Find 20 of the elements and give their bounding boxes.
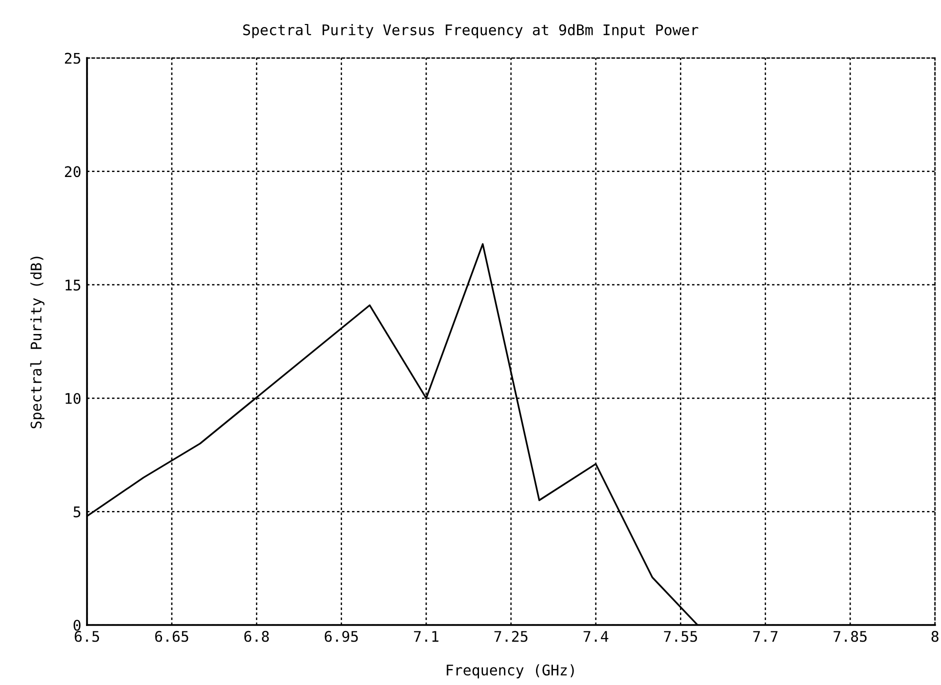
x-tick-label: 7.4 [584,631,608,642]
chart-title: Spectral Purity Versus Frequency at 9dBm Input Power [243,24,698,38]
x-tick-label: 6.95 [324,630,358,642]
x-tick-label: 6.5 [74,630,100,642]
x-tick-label: 8 [932,630,938,642]
y-tick-label: 15 [66,280,80,291]
y-tick-label: 20 [64,166,80,178]
x-tick-label: 7.1 [414,631,438,642]
x-tick-label: 7.55 [664,631,697,642]
y-tick-label: 25 [64,52,80,64]
y-axis-title: Spectral Purity (dB) [30,256,44,428]
y-tick-label: 0 [74,620,80,631]
y-tick-label: 5 [74,506,80,518]
x-tick-label: 7.85 [834,630,867,642]
x-tick-label: 7.7 [753,631,778,642]
x-axis-title: Frequency (GHz) [446,664,574,678]
x-tick-label: 6.8 [244,630,269,642]
x-tick-label: 7.25 [494,630,528,642]
y-tick-label: 10 [66,392,80,404]
x-tick-label: 6.65 [155,630,188,642]
